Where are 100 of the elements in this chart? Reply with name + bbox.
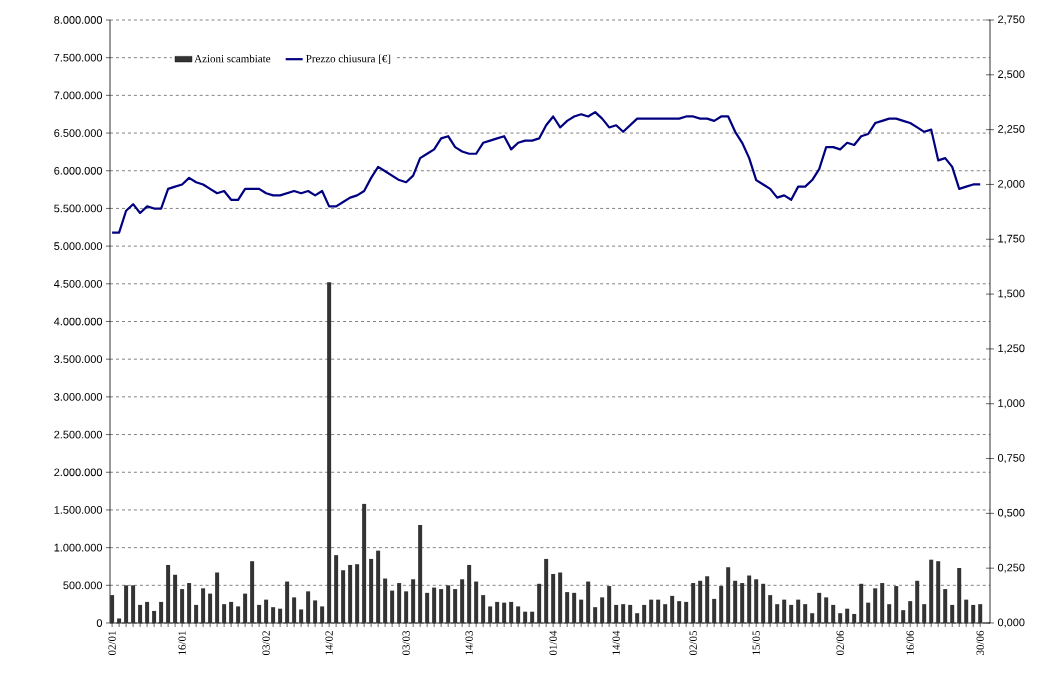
- bar: [194, 604, 199, 623]
- bar: [320, 606, 325, 623]
- bar: [390, 590, 395, 623]
- y2-tick-label: 0,250: [997, 563, 1025, 573]
- bar: [684, 601, 689, 623]
- bar: [726, 567, 731, 623]
- bar: [495, 601, 500, 623]
- bar: [208, 593, 213, 623]
- bar: [509, 601, 514, 623]
- bar: [327, 282, 332, 623]
- x-tick-label: 16/01: [178, 631, 186, 655]
- bar: [789, 604, 794, 623]
- bar: [229, 601, 234, 623]
- bar: [446, 585, 451, 623]
- bar: [866, 602, 871, 623]
- bar: [908, 601, 913, 623]
- bar: [628, 604, 633, 623]
- y2-tick-label: 2,750: [998, 15, 1025, 25]
- x-tick-label: 02/01: [108, 631, 116, 656]
- bar: [166, 564, 171, 623]
- bar: [215, 572, 220, 623]
- bar: [537, 583, 542, 623]
- bar: [768, 595, 773, 623]
- bar: [803, 604, 808, 623]
- bar: [516, 606, 521, 623]
- bar: [523, 611, 528, 623]
- bar: [600, 597, 605, 623]
- x-tick-label: 03/02: [262, 631, 270, 656]
- bar: [859, 583, 864, 623]
- x-tick-label: 14/04: [612, 630, 620, 655]
- bar: [936, 561, 941, 623]
- bar: [201, 588, 206, 623]
- bar: [474, 581, 479, 623]
- bar: [915, 580, 920, 623]
- bar: [929, 559, 934, 623]
- bar: [642, 604, 647, 623]
- bar: [782, 599, 787, 623]
- bar: [754, 579, 759, 623]
- bar: [341, 570, 346, 623]
- bar: [873, 588, 878, 623]
- bar: [824, 597, 829, 623]
- x-tick-label: 30/06: [976, 630, 984, 655]
- bar: [607, 586, 612, 623]
- y2-tick-label: 1,750: [998, 234, 1025, 244]
- x-tick-label: 14/03: [465, 630, 473, 655]
- bar: [138, 604, 143, 623]
- y-tick-label: 6.000.000: [54, 166, 103, 175]
- legend-label: Prezzo chiusura [€]: [306, 54, 391, 64]
- bar: [719, 586, 724, 623]
- y2-tick-label: 0,500: [997, 508, 1025, 518]
- bar: [712, 598, 717, 623]
- bar: [306, 591, 311, 623]
- bar: [775, 604, 780, 623]
- bar: [418, 525, 423, 623]
- x-tick-label: 16/06: [906, 630, 914, 655]
- y-tick-label: 0: [96, 619, 103, 627]
- bar: [411, 579, 416, 623]
- y-tick-label: 4.500.000: [53, 279, 103, 288]
- bar: [565, 592, 570, 623]
- y2-tick-label: 0,000: [997, 618, 1025, 628]
- bar: [957, 567, 962, 623]
- y-tick-label: 500.000: [63, 581, 103, 590]
- y-tick-label: 8.000.000: [54, 16, 103, 24]
- bar: [432, 587, 437, 623]
- bar: [901, 610, 906, 623]
- y-tick-label: 5.500.000: [54, 204, 103, 213]
- bar: [733, 580, 738, 623]
- bar: [740, 583, 745, 623]
- bar: [369, 558, 374, 623]
- y-tick-label: 5.000.000: [54, 242, 103, 250]
- legend-label: Azioni scambiate: [194, 54, 271, 63]
- bar: [124, 585, 129, 623]
- bar: [964, 599, 969, 623]
- bar: [110, 595, 115, 623]
- bar: [131, 585, 136, 623]
- bar: [376, 550, 381, 623]
- y2-tick-label: 2,000: [998, 179, 1025, 189]
- bar: [691, 583, 696, 623]
- y-tick-label: 3.000.000: [54, 393, 103, 401]
- bar: [971, 604, 976, 623]
- bar: [880, 583, 885, 623]
- bar: [572, 592, 577, 623]
- y2-tick-label: 1,250: [998, 344, 1025, 354]
- y2-tick-label: 0,750: [997, 454, 1025, 464]
- bar: [173, 574, 178, 623]
- bar: [278, 608, 283, 623]
- bar: [649, 599, 654, 623]
- bar: [404, 591, 409, 623]
- x-tick-label: 03/03: [402, 630, 410, 656]
- bar: [481, 595, 486, 623]
- y-tick-label: 3.500.000: [54, 355, 103, 364]
- y2-tick-label: 1,000: [998, 399, 1025, 409]
- x-tick-label: 14/02: [325, 631, 333, 655]
- bar: [180, 589, 185, 623]
- bar: [152, 610, 157, 623]
- x-tick-label: 01/04: [549, 630, 557, 656]
- y-tick-label: 7.000.000: [54, 91, 103, 100]
- x-tick-label: 02/06: [836, 630, 844, 656]
- bar: [817, 592, 822, 623]
- bar: [593, 607, 598, 623]
